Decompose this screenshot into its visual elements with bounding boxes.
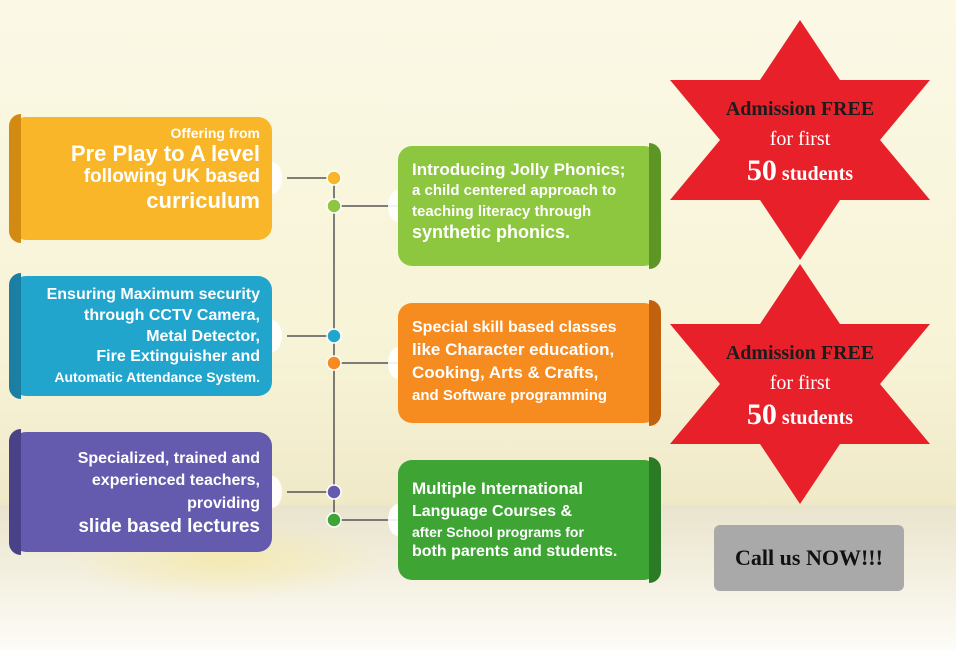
box-line: Special skill based classes xyxy=(412,319,617,336)
box-line: Specialized, trained and xyxy=(77,450,260,467)
admission-star-badge: Admission FREE for first 50 students xyxy=(665,264,935,504)
feature-box-security: Ensuring Maximum security through CCTV C… xyxy=(9,273,272,399)
box-line: experienced teachers, xyxy=(91,472,260,490)
connector-dot xyxy=(326,170,342,186)
box-line: Multiple International xyxy=(412,479,583,498)
box-line: providing xyxy=(187,494,260,512)
box-line: Language Courses & xyxy=(412,502,573,520)
box-line: Fire Extinguisher and xyxy=(96,348,260,366)
box-line: curriculum xyxy=(146,188,260,214)
feature-box-languages: Multiple International Language Courses … xyxy=(398,457,661,583)
feature-box-teachers: Specialized, trained and experienced tea… xyxy=(9,429,272,555)
feature-box-curriculum: Offering from Pre Play to A level follow… xyxy=(9,114,272,243)
call-now-button[interactable]: Call us NOW!!! xyxy=(714,525,904,591)
star-subtitle: for first xyxy=(769,128,831,150)
box-line: Offering from xyxy=(170,125,260,141)
star-unit: students xyxy=(781,163,854,185)
connector-dot xyxy=(326,198,342,214)
star-subtitle: for first xyxy=(769,372,831,394)
box-line: Pre Play to A level xyxy=(70,141,260,167)
box-line: and Software programming xyxy=(412,387,608,405)
box-line: after School programs for xyxy=(412,523,584,540)
star-number: 50 xyxy=(746,154,777,187)
star-title: Admission FREE xyxy=(725,342,875,364)
box-line: synthetic phonics. xyxy=(412,221,571,242)
connector-dot xyxy=(326,484,342,500)
box-line: Automatic Attendance System. xyxy=(54,369,260,386)
box-line: teaching literacy through xyxy=(412,202,592,220)
box-line: following UK based xyxy=(83,166,260,188)
star-unit: students xyxy=(781,407,854,429)
admission-star-badge: Admission FREE for first 50 students xyxy=(665,20,935,260)
box-line: through CCTV Camera, xyxy=(83,306,260,324)
connector-dot xyxy=(326,512,342,528)
star-shape xyxy=(670,264,930,504)
box-line: Introducing Jolly Phonics; xyxy=(412,160,626,179)
star-title: Admission FREE xyxy=(725,98,875,120)
box-line: both parents and students. xyxy=(412,543,618,561)
star-count: 50 students xyxy=(665,398,935,432)
box-line: Ensuring Maximum security xyxy=(46,286,260,303)
feature-box-jolly-phonics: Introducing Jolly Phonics; a child cente… xyxy=(398,143,661,269)
star-shape xyxy=(670,20,930,260)
feature-box-skill-classes: Special skill based classes like Charact… xyxy=(398,300,661,426)
connector-dot xyxy=(326,328,342,344)
box-line: slide based lectures xyxy=(78,516,260,538)
connector-dot xyxy=(326,355,342,371)
box-line: Cooking, Arts & Crafts, xyxy=(412,363,599,383)
box-line: Metal Detector, xyxy=(146,327,260,345)
star-count: 50 students xyxy=(665,154,935,188)
star-number: 50 xyxy=(746,398,777,431)
box-line: a child centered approach to xyxy=(412,181,617,199)
box-line: like Character education, xyxy=(412,340,615,360)
